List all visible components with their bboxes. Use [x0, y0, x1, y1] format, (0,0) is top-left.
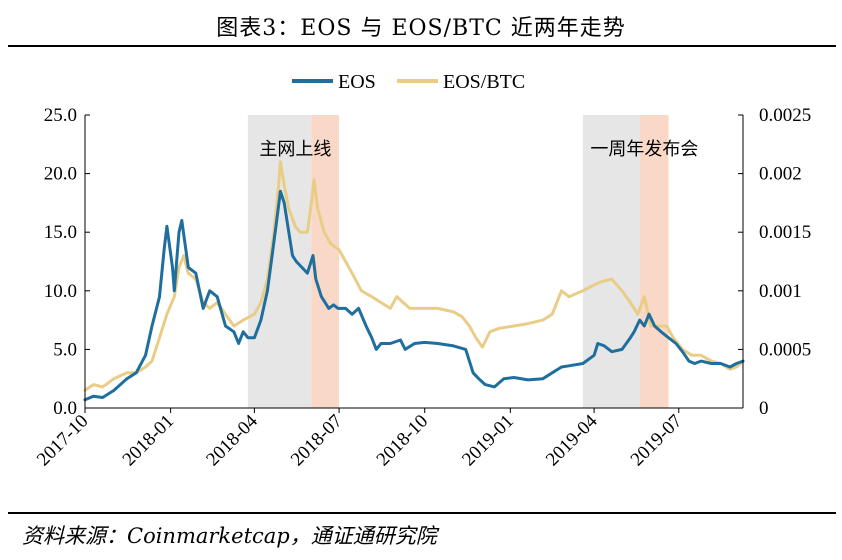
- x-tick-label: 2018-01: [119, 411, 179, 471]
- series-line-eos-btc: [83, 160, 745, 392]
- highlight-band: [582, 115, 640, 408]
- y-left-tick-label: 5.0: [53, 339, 77, 360]
- annotation-label: 一周年发布会: [590, 139, 698, 159]
- series-line-eos: [83, 189, 745, 402]
- highlight-band: [311, 115, 340, 408]
- y-left-tick-label: 10.0: [44, 281, 77, 302]
- top-rule: [8, 45, 836, 47]
- legend-label-eos-btc: EOS/BTC: [443, 71, 525, 93]
- y-right-tick-label: 0.002: [759, 164, 802, 185]
- x-tick-label: 2017-10: [33, 411, 93, 471]
- chart: 0.0 5.0 10.0 15.0 20.0 25.0 0 0.0005 0.001 0.0015…: [33, 71, 811, 470]
- legend: EOS EOS/BTC: [292, 71, 525, 93]
- x-tick-label: 2019-07: [627, 411, 687, 471]
- annotation-label: 主网上线: [259, 139, 331, 159]
- annotations: 主网上线 一周年发布会: [259, 139, 698, 159]
- y-left-tick-label: 20.0: [44, 164, 77, 185]
- y-right-tick-label: 0.0015: [759, 222, 811, 243]
- y-left-tick-label: 15.0: [44, 222, 77, 243]
- x-tick-label: 2018-04: [202, 410, 262, 470]
- y-right-tick-label: 0.0025: [759, 105, 811, 126]
- highlight-band: [639, 115, 669, 408]
- x-tick-label: 2018-07: [287, 411, 347, 471]
- bottom-rule: [8, 512, 836, 514]
- x-tick-label: 2019-04: [542, 410, 602, 470]
- y-right-tick-label: 0.001: [759, 281, 802, 302]
- legend-label-eos: EOS: [338, 71, 376, 93]
- y-right-tick-label: 0.0005: [759, 339, 811, 360]
- x-tick-label: 2019-01: [458, 411, 518, 471]
- series-lines: [83, 160, 745, 402]
- source-note: 资料来源：Coinmarketcap，通证通研究院: [22, 524, 437, 548]
- axes: 0.0 5.0 10.0 15.0 20.0 25.0 0 0.0005 0.001 0.0015…: [33, 105, 811, 470]
- x-tick-label: 2018-10: [373, 411, 433, 471]
- y-left-tick-label: 0.0: [53, 398, 77, 419]
- y-right-tick-label: 0: [759, 398, 769, 419]
- figure-title: 图表3：EOS 与 EOS/BTC 近两年走势: [216, 16, 626, 41]
- y-left-tick-label: 25.0: [44, 105, 77, 126]
